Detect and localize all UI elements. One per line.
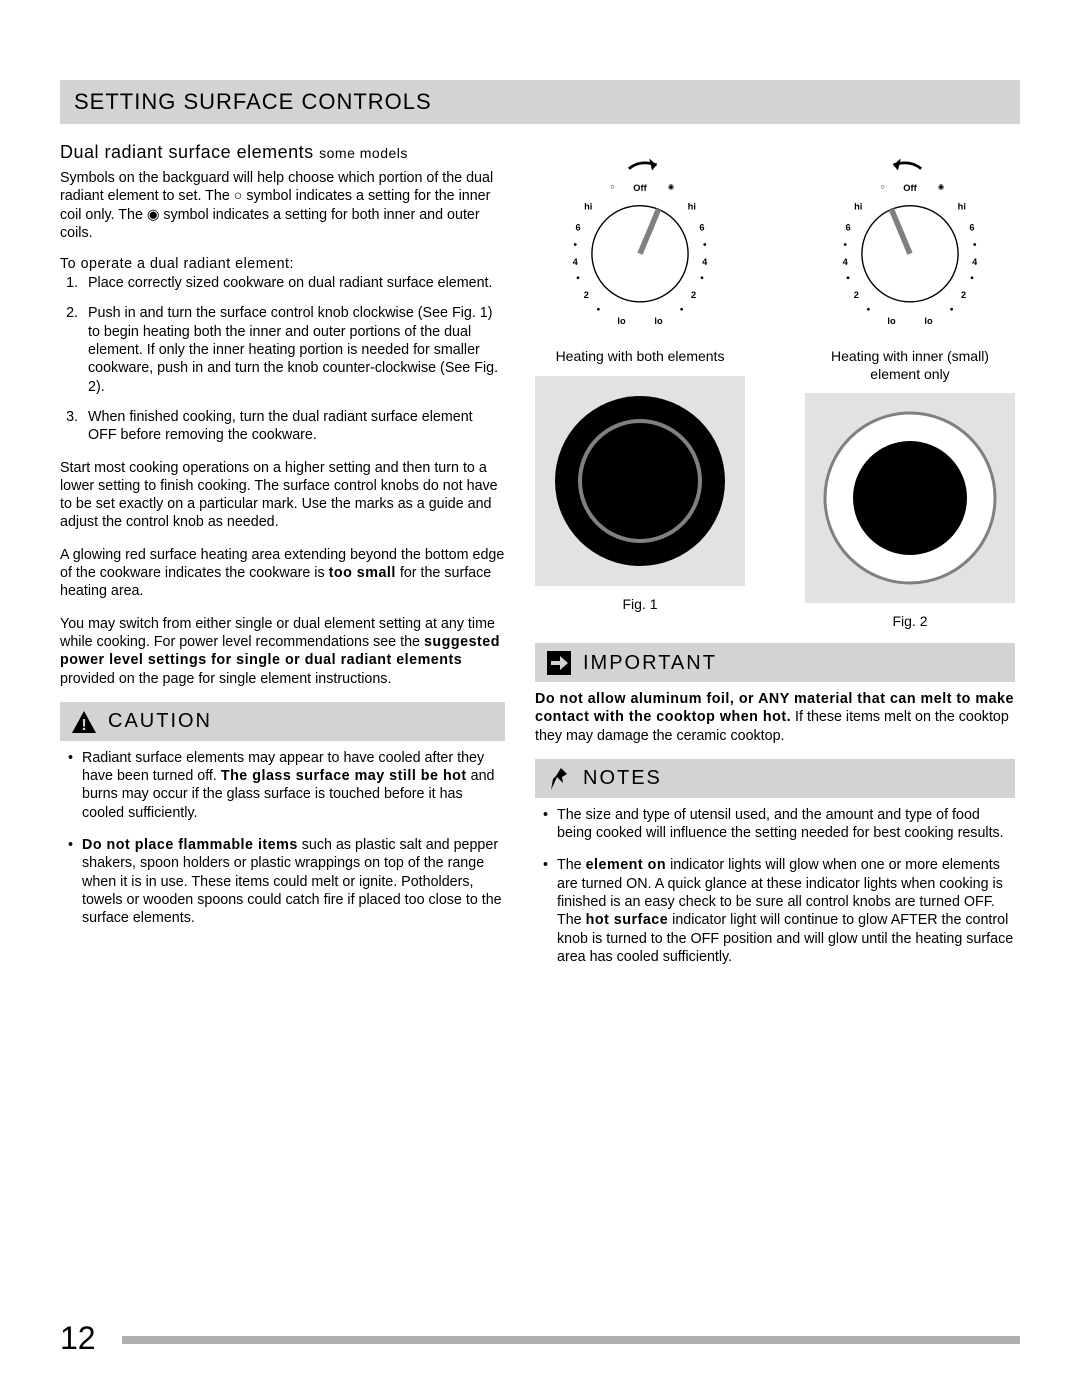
caution-icon: !: [70, 708, 98, 736]
svg-text:6: 6: [699, 223, 704, 233]
note-1: The size and type of utensil used, and t…: [557, 806, 1015, 843]
notes-bar: NOTES: [535, 759, 1015, 798]
intro-text: Symbols on the backguard will help choos…: [60, 169, 505, 242]
para-settings: Start most cooking operations on a highe…: [60, 459, 505, 532]
step-1: Place correctly sized cookware on dual r…: [82, 274, 505, 292]
element-panel-inner: [805, 393, 1015, 603]
element-panel-both: [535, 376, 745, 586]
subheading: Dual radiant surface elements some model…: [60, 142, 505, 163]
svg-text:hi: hi: [958, 201, 966, 211]
dial-row: ○ Off ◉ hi hi 6 6 4 4 2 2 lo: [535, 152, 1015, 629]
caution-item-1: Radiant surface elements may appear to h…: [82, 749, 505, 822]
dial-sym-o: ○: [610, 182, 614, 191]
element-inner-icon: [820, 408, 1000, 588]
svg-text:◉: ◉: [938, 182, 944, 191]
page-title: SETTING SURFACE CONTROLS: [74, 89, 1006, 115]
dial-sym-t: ◉: [668, 182, 674, 191]
important-bar: IMPORTANT: [535, 643, 1015, 682]
svg-text:lo: lo: [924, 316, 933, 326]
dial-left-caption: Heating with both elements: [535, 348, 745, 366]
svg-text:lo: lo: [654, 316, 663, 326]
svg-text:6: 6: [575, 223, 580, 233]
svg-text:4: 4: [573, 257, 579, 267]
svg-text:4: 4: [843, 257, 849, 267]
left-column: Dual radiant surface elements some model…: [60, 142, 505, 980]
dial-left: ○ Off ◉ hi hi 6 6 4 4 2 2 lo: [535, 152, 745, 629]
svg-text:○: ○: [880, 182, 884, 191]
svg-text:!: !: [81, 717, 86, 734]
para-switch: You may switch from either single or dua…: [60, 615, 505, 688]
caution-title: CAUTION: [108, 710, 212, 733]
subhead-main: Dual radiant surface elements: [60, 142, 314, 162]
para-too-small: A glowing red surface heating area exten…: [60, 546, 505, 601]
operate-steps: Place correctly sized cookware on dual r…: [60, 274, 505, 444]
svg-text:hi: hi: [688, 201, 696, 211]
footer-bar: [122, 1336, 1020, 1344]
page-title-bar: SETTING SURFACE CONTROLS: [60, 80, 1020, 124]
step-3: When finished cooking, turn the dual rad…: [82, 408, 505, 445]
arrow-right-icon: [545, 649, 573, 677]
svg-text:hi: hi: [854, 201, 862, 211]
svg-text:4: 4: [702, 257, 708, 267]
operate-heading: To operate a dual radiant element:: [60, 256, 505, 272]
note-2: The element on indicator lights will glo…: [557, 856, 1015, 966]
svg-text:hi: hi: [584, 201, 592, 211]
caution-list: Radiant surface elements may appear to h…: [60, 749, 505, 928]
dial-right-caption: Heating with inner (small) element only: [805, 348, 1015, 383]
page-number: 12: [60, 1320, 96, 1357]
svg-text:6: 6: [969, 223, 974, 233]
notes-list: The size and type of utensil used, and t…: [535, 806, 1015, 966]
dial-cw-icon: ○ Off ◉ hi hi 6 6 4 4 2 2 lo: [540, 152, 740, 337]
svg-text:4: 4: [972, 257, 978, 267]
fig2-caption: Fig. 2: [805, 613, 1015, 629]
caution-bar: ! CAUTION: [60, 702, 505, 741]
svg-text:2: 2: [584, 290, 589, 300]
notes-title: NOTES: [583, 767, 662, 790]
subhead-note: some models: [319, 145, 408, 161]
svg-text:2: 2: [854, 290, 859, 300]
fig1-caption: Fig. 1: [535, 596, 745, 612]
svg-text:2: 2: [691, 290, 696, 300]
svg-text:lo: lo: [887, 316, 896, 326]
svg-text:2: 2: [961, 290, 966, 300]
caution-item-2: Do not place flammable items such as pla…: [82, 836, 505, 927]
dial-ccw-icon: ○ Off ◉ hi hi 6 6 4 4 2 2 lo: [810, 152, 1010, 337]
svg-text:6: 6: [845, 223, 850, 233]
dial-right: ○ Off ◉ hi hi 6 6 4 4 2 2 lo: [805, 152, 1015, 629]
svg-text:Off: Off: [903, 183, 917, 193]
svg-text:lo: lo: [617, 316, 626, 326]
svg-text:Off: Off: [633, 183, 647, 193]
element-both-icon: [550, 391, 730, 571]
right-column: ○ Off ◉ hi hi 6 6 4 4 2 2 lo: [535, 142, 1015, 980]
important-title: IMPORTANT: [583, 652, 717, 675]
step-2: Push in and turn the surface control kno…: [82, 304, 505, 395]
important-text: Do not allow aluminum foil, or ANY mater…: [535, 690, 1015, 745]
pin-icon: [545, 765, 573, 793]
